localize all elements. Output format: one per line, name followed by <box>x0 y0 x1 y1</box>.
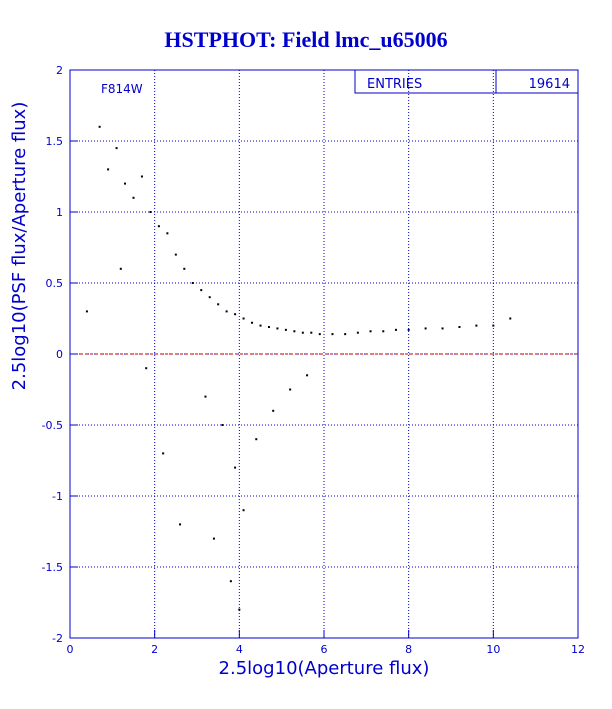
data-point <box>458 326 461 329</box>
data-point <box>369 330 372 333</box>
data-point <box>157 225 160 228</box>
data-point <box>242 317 245 320</box>
data-point <box>242 509 245 512</box>
y-tick-label: -1.5 <box>42 561 63 574</box>
data-point <box>331 333 334 336</box>
data-point <box>162 452 165 455</box>
data-point <box>225 310 228 313</box>
data-point <box>204 395 207 398</box>
data-point <box>310 331 313 334</box>
data-point <box>441 327 444 330</box>
data-point <box>212 537 215 540</box>
data-point <box>356 331 359 334</box>
data-point <box>424 327 427 330</box>
data-point <box>276 327 279 330</box>
data-point <box>174 253 177 256</box>
y-tick-label: -1 <box>52 490 63 503</box>
data-point <box>492 324 495 327</box>
data-point <box>149 211 152 213</box>
data-point <box>234 313 237 316</box>
data-point <box>221 424 224 426</box>
data-point <box>238 608 241 611</box>
x-tick-label: 12 <box>571 643 585 656</box>
data-point <box>394 328 397 331</box>
data-point <box>229 580 232 583</box>
x-tick-label: 2 <box>151 643 158 656</box>
data-point <box>318 333 321 336</box>
data-point <box>509 317 512 320</box>
x-axis-ticks: 0 2 4 6 8 10 12 <box>67 630 585 656</box>
data-point <box>475 324 478 327</box>
data-point <box>293 330 296 333</box>
data-point <box>183 267 186 270</box>
y-tick-label: 0.5 <box>46 277 64 290</box>
data-point <box>306 374 309 377</box>
x-axis-label: 2.5log10(Aperture flux) <box>219 658 430 679</box>
data-point <box>98 125 101 128</box>
y-tick-label: -2 <box>52 632 63 645</box>
x-tick-label: 0 <box>67 643 74 656</box>
data-point <box>289 388 292 391</box>
data-point <box>119 267 122 270</box>
data-point <box>301 331 304 334</box>
stats-value: 19614 <box>529 77 570 92</box>
data-point <box>234 466 237 469</box>
stats-box: ENTRIES 19614 <box>354 69 579 94</box>
data-point <box>166 232 169 235</box>
data-point <box>251 321 254 324</box>
x-tick-label: 10 <box>486 643 500 656</box>
data-point <box>267 326 270 329</box>
data-point <box>132 196 135 199</box>
y-axis-ticks: -2 -1.5 -1 -0.5 0 0.5 1 1.5 2 <box>42 64 78 645</box>
x-tick-label: 4 <box>236 643 243 656</box>
data-point <box>191 282 194 284</box>
filter-label: F814W <box>101 82 143 96</box>
data-point <box>124 182 127 185</box>
y-tick-label: -0.5 <box>42 419 63 432</box>
data-point <box>284 328 287 331</box>
data-point <box>145 367 148 370</box>
y-tick-label: 2 <box>56 64 63 77</box>
grid <box>70 70 578 638</box>
y-tick-label: 0 <box>56 348 63 361</box>
data-point <box>107 168 110 171</box>
data-point <box>115 147 118 150</box>
y-axis-label: 2.5log10(PSF flux/Aperture flux) <box>9 102 30 391</box>
y-tick-label: 1.5 <box>46 135 64 148</box>
data-point <box>382 330 385 333</box>
data-point <box>85 310 88 313</box>
x-tick-label: 6 <box>321 643 328 656</box>
data-point <box>200 289 203 292</box>
data-point <box>344 333 347 336</box>
data-point <box>259 324 262 327</box>
data-point <box>217 303 220 306</box>
data-point <box>140 175 143 178</box>
data-point <box>272 409 275 412</box>
stats-label: ENTRIES <box>367 77 422 92</box>
data-point <box>179 523 182 526</box>
chart-title: HSTPHOT: Field lmc_u65006 <box>164 27 447 52</box>
data-point <box>407 328 410 331</box>
y-tick-label: 1 <box>56 206 63 219</box>
data-points <box>85 125 512 611</box>
x-tick-label: 8 <box>405 643 412 656</box>
data-point <box>208 296 211 299</box>
data-point <box>255 438 258 441</box>
